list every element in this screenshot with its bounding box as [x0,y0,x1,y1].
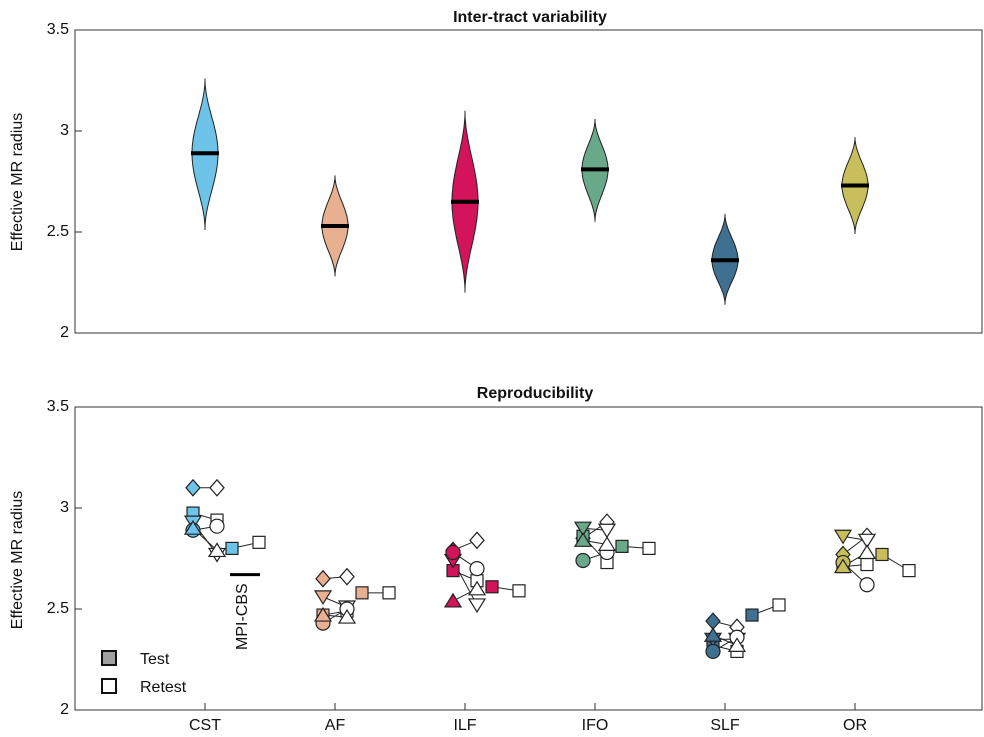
marker [615,539,629,553]
marker [703,627,723,642]
marker [833,529,853,545]
legend-label: Retest [140,679,187,696]
marker [860,557,874,572]
axes-box [74,29,983,334]
marker [313,590,333,606]
y-axis-label: Effective MR radius [9,113,26,251]
x-tick-label: OR [843,717,867,734]
marker [772,598,786,612]
marker [252,535,266,549]
y-tick-label: 3.5 [47,21,69,38]
marker [745,608,759,622]
marker [597,536,617,551]
marker [575,552,591,569]
axes-box [74,406,983,711]
marker [875,547,889,562]
marker [337,608,357,624]
marker [183,520,203,535]
marker [443,592,463,608]
marker [313,606,333,622]
y-tick-label: 2 [60,701,69,718]
y-tick-label: 2.5 [47,600,69,617]
annotation: MPI-CBS [234,583,251,650]
marker [467,598,487,614]
marker [209,518,225,534]
y-tick-label: 2.5 [47,223,69,240]
marker [573,532,593,547]
marker [642,541,656,556]
y-tick-label: 3 [60,122,69,139]
marker [225,541,239,556]
marker [902,564,916,578]
marker [485,580,499,594]
marker [185,478,201,497]
marker [857,544,877,560]
y-tick-label: 3 [60,499,69,516]
marker [859,577,875,593]
y-tick-label: 2 [60,324,69,341]
marker [445,544,461,561]
marker [315,569,331,588]
x-tick-label: AF [325,717,346,734]
marker [207,542,227,558]
marker [467,580,487,596]
marker [573,521,593,537]
y-tick-label: 3.5 [47,398,69,415]
marker [339,567,355,586]
chart-title: Reproducibility [477,385,594,402]
marker [382,586,396,600]
x-tick-label: SLF [710,717,740,734]
marker [705,643,721,660]
chart-title: Inter-tract variability [453,9,607,26]
marker [355,586,369,600]
marker [469,560,485,577]
legend-swatch [101,678,117,694]
legend-swatch [101,650,117,666]
marker [469,531,485,550]
y-axis-label: Effective MR radius [9,491,26,629]
marker [705,612,721,631]
marker [597,523,617,539]
marker [833,558,853,574]
x-tick-label: CST [189,717,221,734]
marker [727,637,747,652]
marker [857,533,877,549]
marker [209,478,225,497]
legend-label: Test [140,651,170,668]
x-tick-label: ILF [453,717,476,734]
x-tick-label: IFO [582,717,609,734]
marker [512,584,526,598]
